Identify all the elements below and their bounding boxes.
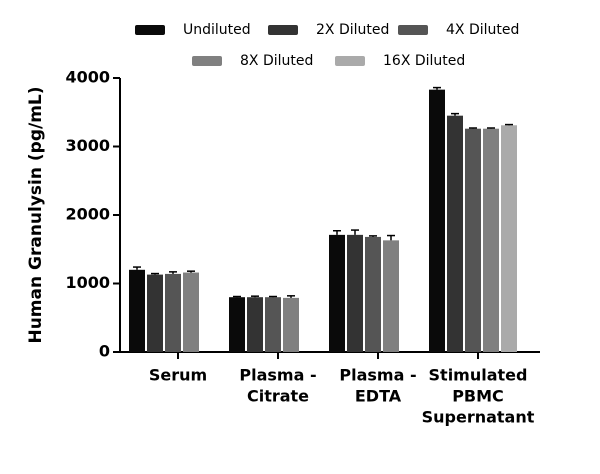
bar [329, 234, 345, 352]
legend-swatch [135, 25, 165, 35]
legend-swatch [268, 25, 298, 35]
bar [483, 128, 499, 352]
bar [247, 297, 263, 352]
y-tick-label: 2000 [65, 205, 110, 224]
x-tick-label: EDTA [355, 387, 402, 406]
legend-label: 16X Diluted [383, 53, 465, 69]
bar [447, 115, 463, 352]
x-tick-label: Stimulated [429, 366, 528, 385]
legend-label: 2X Diluted [316, 22, 389, 38]
bar [501, 125, 517, 352]
legend-label: 4X Diluted [446, 22, 519, 38]
bar [383, 240, 399, 352]
x-tick-label: Plasma - [239, 366, 316, 385]
y-tick-label: 4000 [65, 68, 110, 87]
bar [229, 297, 245, 352]
bar [365, 236, 381, 352]
bar [347, 234, 363, 352]
bar [147, 274, 163, 352]
x-tick-label: Plasma - [339, 366, 416, 385]
bar [165, 273, 181, 352]
legend-swatch [192, 56, 222, 66]
bar [429, 89, 445, 353]
x-tick-label: Serum [149, 366, 207, 385]
x-tick-label: Supernatant [422, 408, 535, 427]
bar [265, 297, 281, 352]
y-tick-label: 1000 [65, 273, 110, 292]
legend-swatch [398, 25, 428, 35]
bar [129, 269, 145, 352]
y-axis-label: Human Granulysin (pg/mL) [26, 86, 46, 343]
x-tick-label: Citrate [247, 387, 309, 406]
bar [183, 272, 199, 352]
bar [465, 128, 481, 352]
y-tick-label: 3000 [65, 136, 110, 155]
bar [283, 297, 299, 352]
legend-label: 8X Diluted [240, 53, 313, 69]
x-tick-label: PBMC [452, 387, 504, 406]
legend-swatch [335, 56, 365, 66]
y-tick-label: 0 [99, 342, 110, 361]
legend-label: Undiluted [183, 22, 251, 38]
